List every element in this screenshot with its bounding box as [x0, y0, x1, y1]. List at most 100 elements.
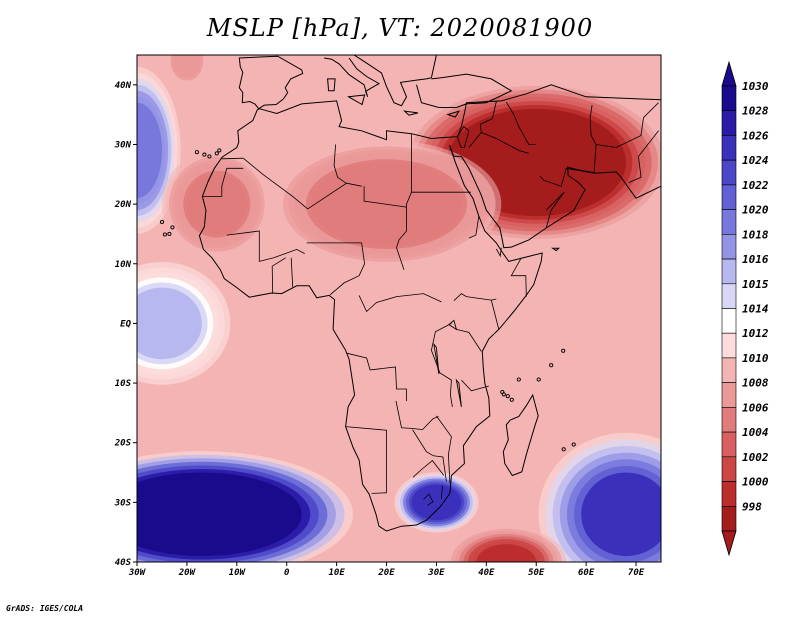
border-8: [226, 230, 305, 262]
colorbar-swatch-1030: [721, 85, 737, 112]
border-34: [539, 168, 567, 187]
border-13: [453, 293, 497, 301]
colorbar-swatch-1024: [721, 159, 737, 186]
island-11: [214, 151, 219, 156]
pressure-center-6-band-7: [476, 544, 537, 562]
border-33: [545, 191, 565, 229]
balkans-coast: [353, 55, 437, 107]
colorbar-swatch-1010: [721, 357, 737, 383]
latitude-axis: 40N 30N 20N 10N EQ 10S 20S 30S 40S: [114, 81, 137, 568]
cyprus-coast: [446, 110, 461, 118]
colorbar-swatch-1018: [721, 234, 737, 260]
colorbar-swatch-1016: [721, 258, 737, 285]
lat-tick-label: EQ: [120, 319, 131, 329]
island-7: [170, 225, 175, 230]
colorbar: 1030 1028 1026 1024 1022 1020 1018 1016 1015 1014…: [721, 60, 769, 557]
border-0: [243, 157, 362, 210]
border-35: [566, 105, 597, 174]
lake-0: [448, 319, 458, 331]
border-16: [395, 400, 439, 431]
colorbar-top-arrow: [721, 60, 737, 87]
border-38: [457, 126, 470, 148]
lon-tick-label: 70E: [628, 568, 645, 578]
pressure-center-3-band-7: [137, 102, 162, 199]
colorbar-label-1028: 1028: [742, 105, 769, 118]
colorbar-swatch-1000: [721, 481, 737, 507]
pressure-center-4-band-7: [137, 287, 202, 360]
lake-2: [455, 378, 462, 407]
pressure-field: [137, 55, 661, 562]
border-18: [371, 492, 387, 494]
iberia-coast: [238, 55, 304, 110]
turkey-coast: [416, 73, 513, 108]
border-28: [468, 215, 480, 239]
island-9: [202, 152, 207, 157]
lon-tick-label: 20W: [178, 568, 197, 578]
colorbar-swatch-1012: [721, 332, 737, 359]
border-21: [412, 460, 445, 478]
colorbar-swatch-1006: [721, 407, 737, 433]
island-8: [194, 150, 199, 155]
border-31: [479, 101, 497, 133]
border-25: [461, 379, 489, 392]
colorbar-label-1006: 1006: [742, 401, 769, 414]
border-2: [201, 167, 244, 197]
lon-tick-label: 10E: [328, 568, 345, 578]
border-15: [346, 352, 407, 401]
lat-tick-label: 20S: [114, 439, 132, 449]
colorbar-swatch-1022: [721, 184, 737, 210]
colorbar-label-1015: 1015: [742, 278, 769, 291]
lon-tick-label: 20E: [377, 568, 395, 578]
lake-1: [433, 342, 440, 375]
pressure-center-0-band-7: [137, 472, 302, 557]
border-30: [468, 132, 529, 154]
lon-tick-label: 10W: [229, 568, 247, 578]
colorbar-label-1016: 1016: [742, 253, 769, 266]
pressure-center-2-band-7: [581, 472, 661, 557]
lat-tick-label: 20N: [114, 200, 132, 210]
island-10: [207, 154, 212, 159]
colorbar-swatch-1028: [721, 110, 737, 136]
lat-tick-label: 40S: [115, 558, 132, 568]
border-19: [412, 429, 447, 482]
border-24: [456, 329, 482, 352]
colorbar-swatch-1015: [721, 283, 737, 309]
longitude-axis: 30W 20W 10W 0 10E 20E 30E 40E 50E 60E 70E: [128, 562, 645, 578]
island-1: [501, 392, 506, 397]
map-title: MSLP [hPa], VT: 2020081900: [206, 14, 594, 42]
border-29: [495, 247, 502, 258]
island-13: [561, 447, 566, 452]
colorbar-swatch-1020: [721, 209, 737, 235]
island-4: [159, 219, 165, 225]
island-3: [509, 397, 514, 402]
colorbar-label-1000: 1000: [742, 476, 769, 489]
border-37: [628, 130, 659, 183]
crete-coast: [402, 110, 419, 116]
border-32: [505, 101, 537, 145]
island-14: [571, 442, 576, 447]
border-6: [363, 186, 407, 208]
border-23: [441, 485, 443, 500]
lat-tick-label: 30N: [114, 140, 132, 150]
border-3: [333, 144, 347, 184]
colorbar-label-1012: 1012: [742, 327, 769, 340]
coastlines: [159, 55, 661, 532]
border-14: [430, 323, 453, 407]
colorbar-swatch-998: [721, 505, 737, 532]
border-9: [290, 257, 294, 288]
colorbar-swatch-1008: [721, 382, 737, 408]
colorbar-label-1010: 1010: [742, 352, 769, 365]
island-16: [516, 377, 521, 382]
pressure-center-9-band-7: [176, 55, 197, 73]
border-11: [329, 263, 365, 296]
island-2: [505, 394, 510, 399]
madagascar-coast: [502, 393, 539, 477]
island-18: [549, 363, 554, 368]
colorbar-label-1004: 1004: [742, 426, 769, 439]
island-17: [536, 377, 541, 382]
lat-tick-label: 40N: [115, 81, 132, 91]
map-frame: [136, 54, 662, 563]
italy-coast: [324, 57, 381, 97]
border-1: [221, 157, 244, 160]
